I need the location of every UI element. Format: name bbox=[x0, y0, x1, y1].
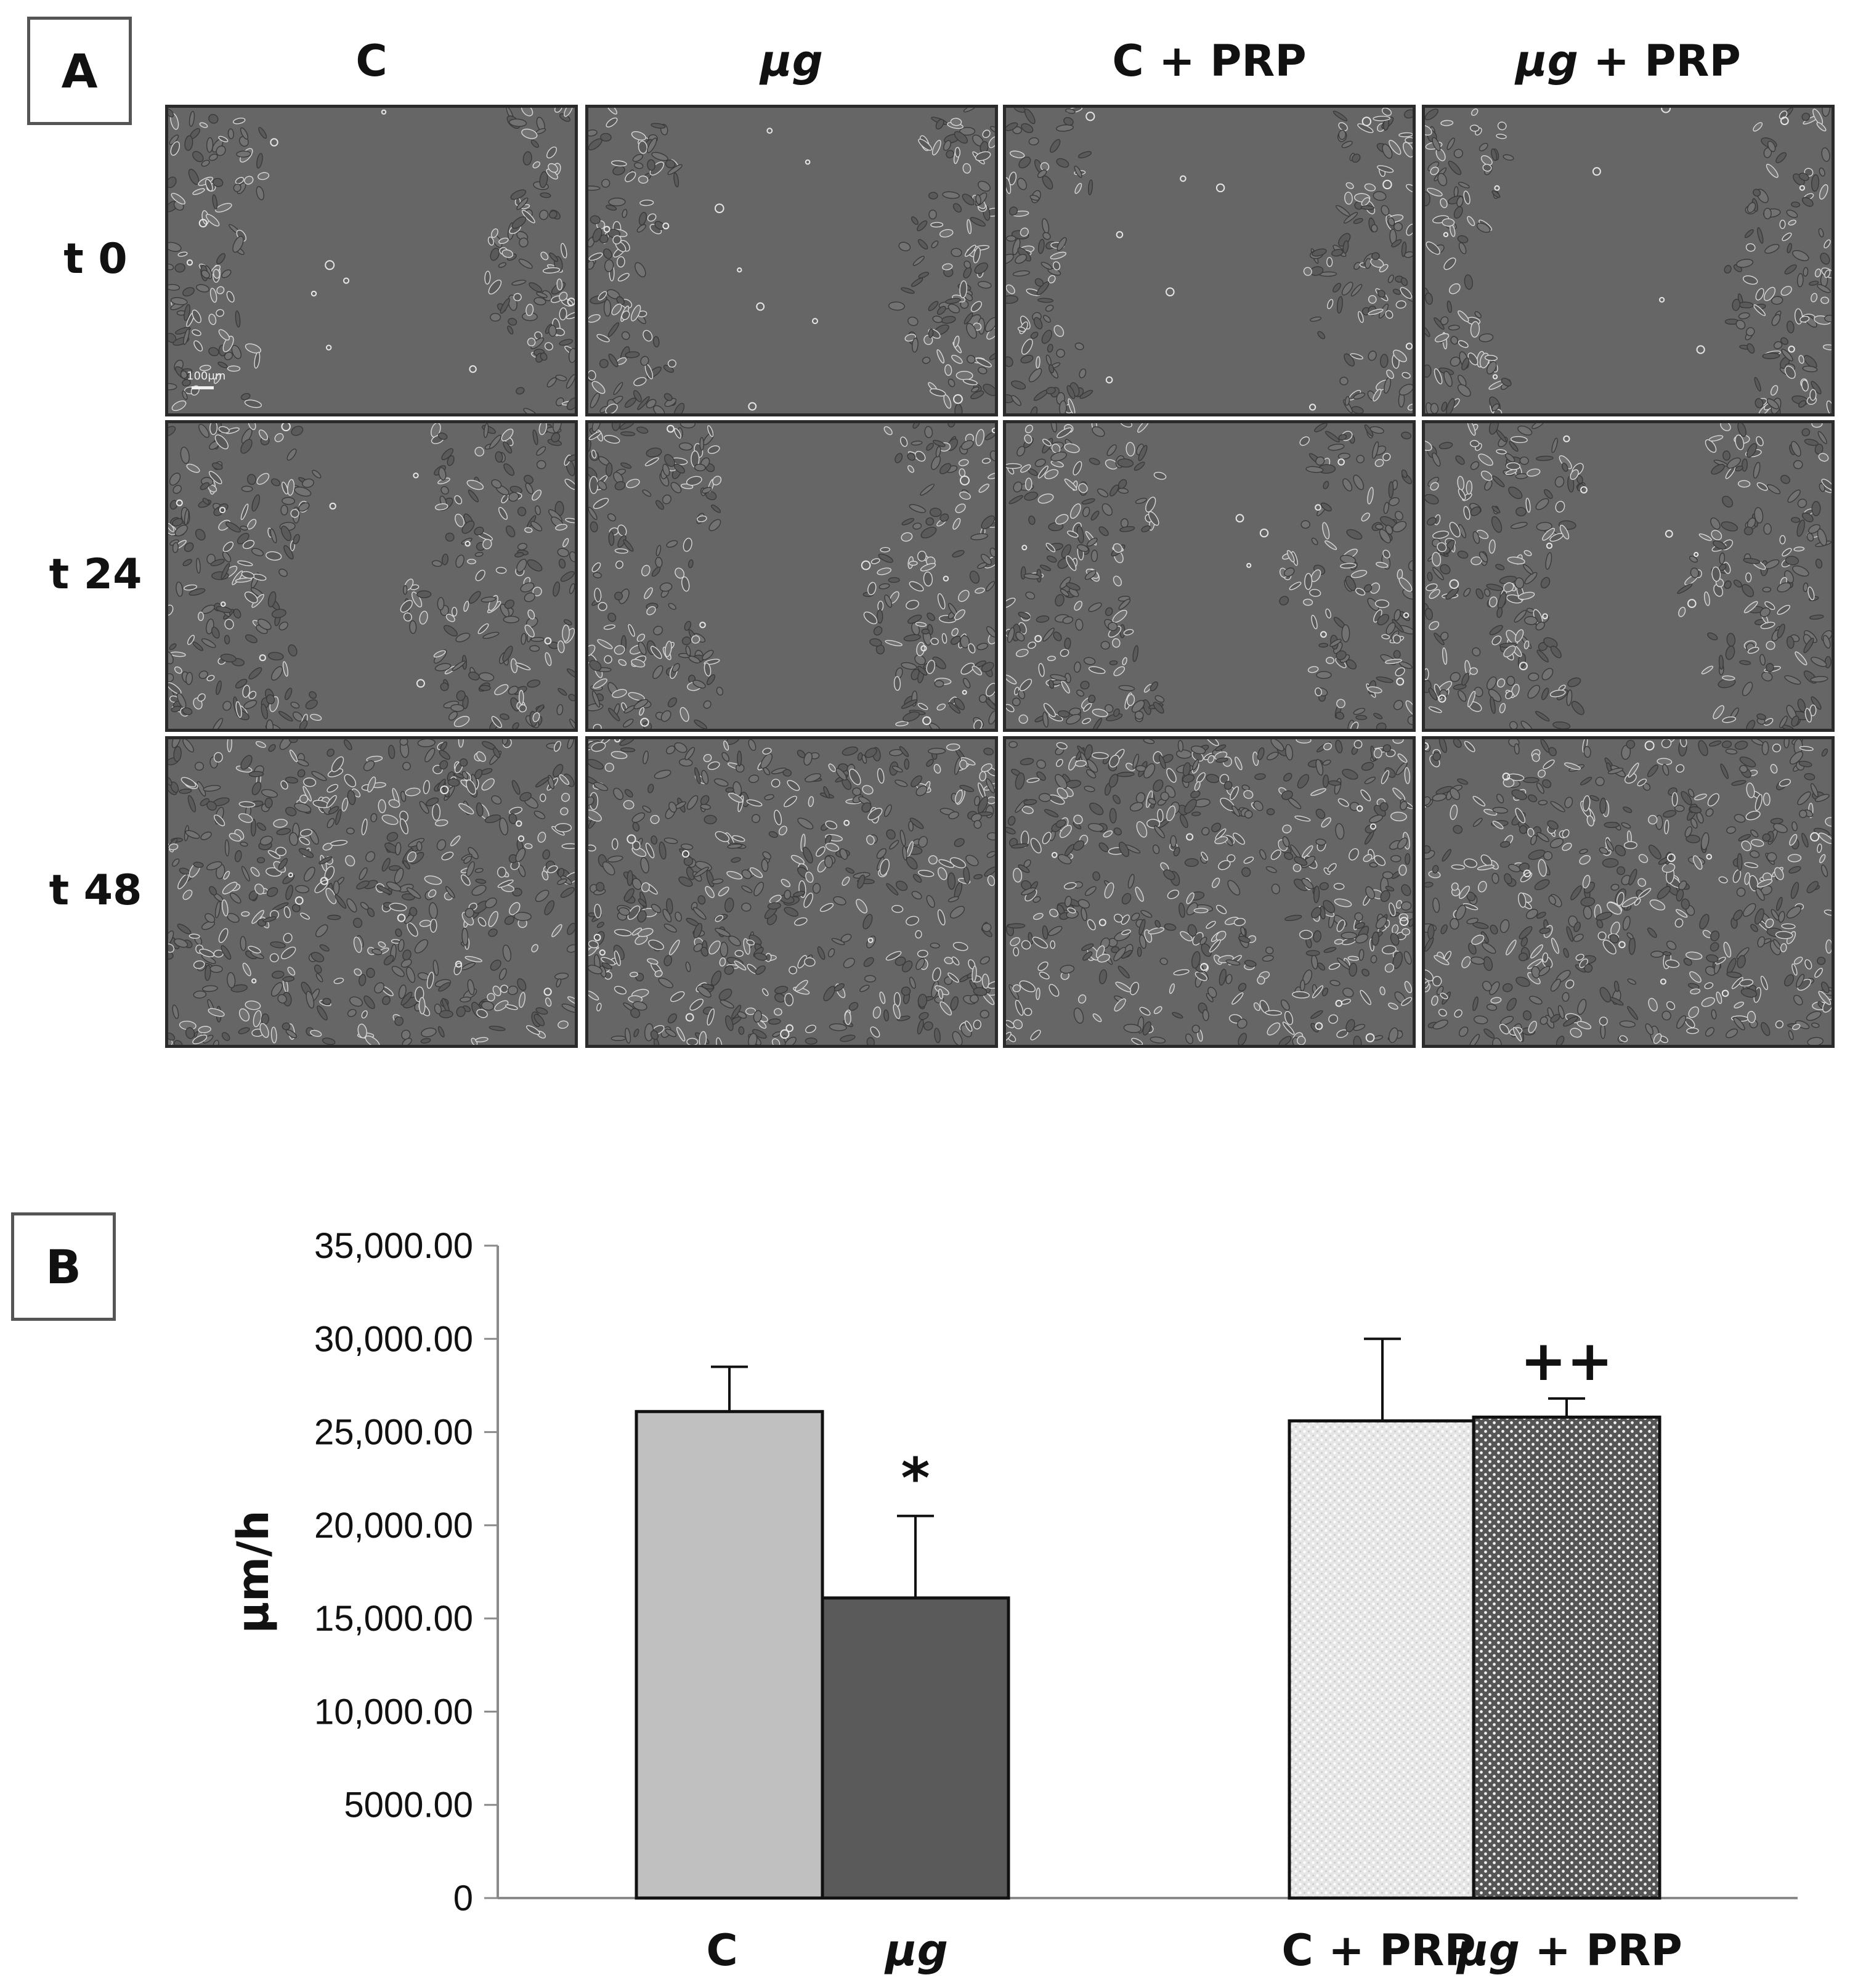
micrograph-image bbox=[1422, 420, 1835, 732]
y-tick-label: 25,000.00 bbox=[314, 1413, 473, 1453]
scale-bar-label: 100μm bbox=[187, 370, 226, 383]
y-tick-label: 30,000.00 bbox=[314, 1319, 473, 1359]
micrograph-image bbox=[1003, 105, 1416, 416]
row-label: t 48 bbox=[49, 866, 142, 915]
micrograph-image bbox=[1003, 736, 1416, 1048]
scale-bar bbox=[192, 386, 214, 389]
y-tick-label: 5000.00 bbox=[344, 1785, 473, 1825]
bar bbox=[1288, 1419, 1477, 1900]
y-tick-label: 20,000.00 bbox=[314, 1506, 473, 1546]
micrograph-image bbox=[585, 105, 998, 416]
y-tick-label: 10,000.00 bbox=[314, 1692, 473, 1732]
panel-b-letter: B bbox=[11, 1212, 116, 1321]
x-tick-label: C + PRP bbox=[1281, 1925, 1475, 1976]
column-label: μg bbox=[760, 36, 823, 86]
panel-a-letter: A bbox=[27, 17, 132, 125]
y-tick-label: 0 bbox=[453, 1878, 473, 1918]
column-label: C bbox=[355, 36, 387, 86]
column-label: C + PRP bbox=[1112, 36, 1307, 86]
y-tick-label: 35,000.00 bbox=[314, 1226, 473, 1266]
micrograph-image bbox=[165, 736, 578, 1048]
row-label: t 0 bbox=[63, 235, 128, 283]
bar bbox=[821, 1596, 1010, 1900]
bar bbox=[1472, 1415, 1661, 1900]
bar-chart: 0 5000.00 10,000.00 15,000.00 20,000.00 25,00… bbox=[228, 1226, 1798, 1976]
significance-marker: * bbox=[901, 1446, 930, 1511]
row-label: t 24 bbox=[49, 550, 142, 599]
x-tick-label: μg + PRP bbox=[1456, 1925, 1682, 1976]
micrograph-image bbox=[1003, 420, 1416, 732]
micrograph-image bbox=[585, 736, 998, 1048]
column-label: μg + PRP bbox=[1515, 36, 1741, 86]
micrograph-image bbox=[1422, 736, 1835, 1048]
y-axis-label: μm/h bbox=[228, 1511, 278, 1634]
x-tick-label: μg bbox=[884, 1925, 948, 1976]
y-tick-label: 15,000.00 bbox=[314, 1599, 473, 1639]
micrograph-image: 100μm bbox=[165, 105, 578, 416]
micrograph-image bbox=[585, 420, 998, 732]
bar bbox=[635, 1410, 824, 1900]
x-tick-label: C bbox=[706, 1925, 737, 1976]
significance-marker: ++ bbox=[1520, 1329, 1613, 1394]
micrograph-image bbox=[165, 420, 578, 732]
micrograph-image bbox=[1422, 105, 1835, 416]
